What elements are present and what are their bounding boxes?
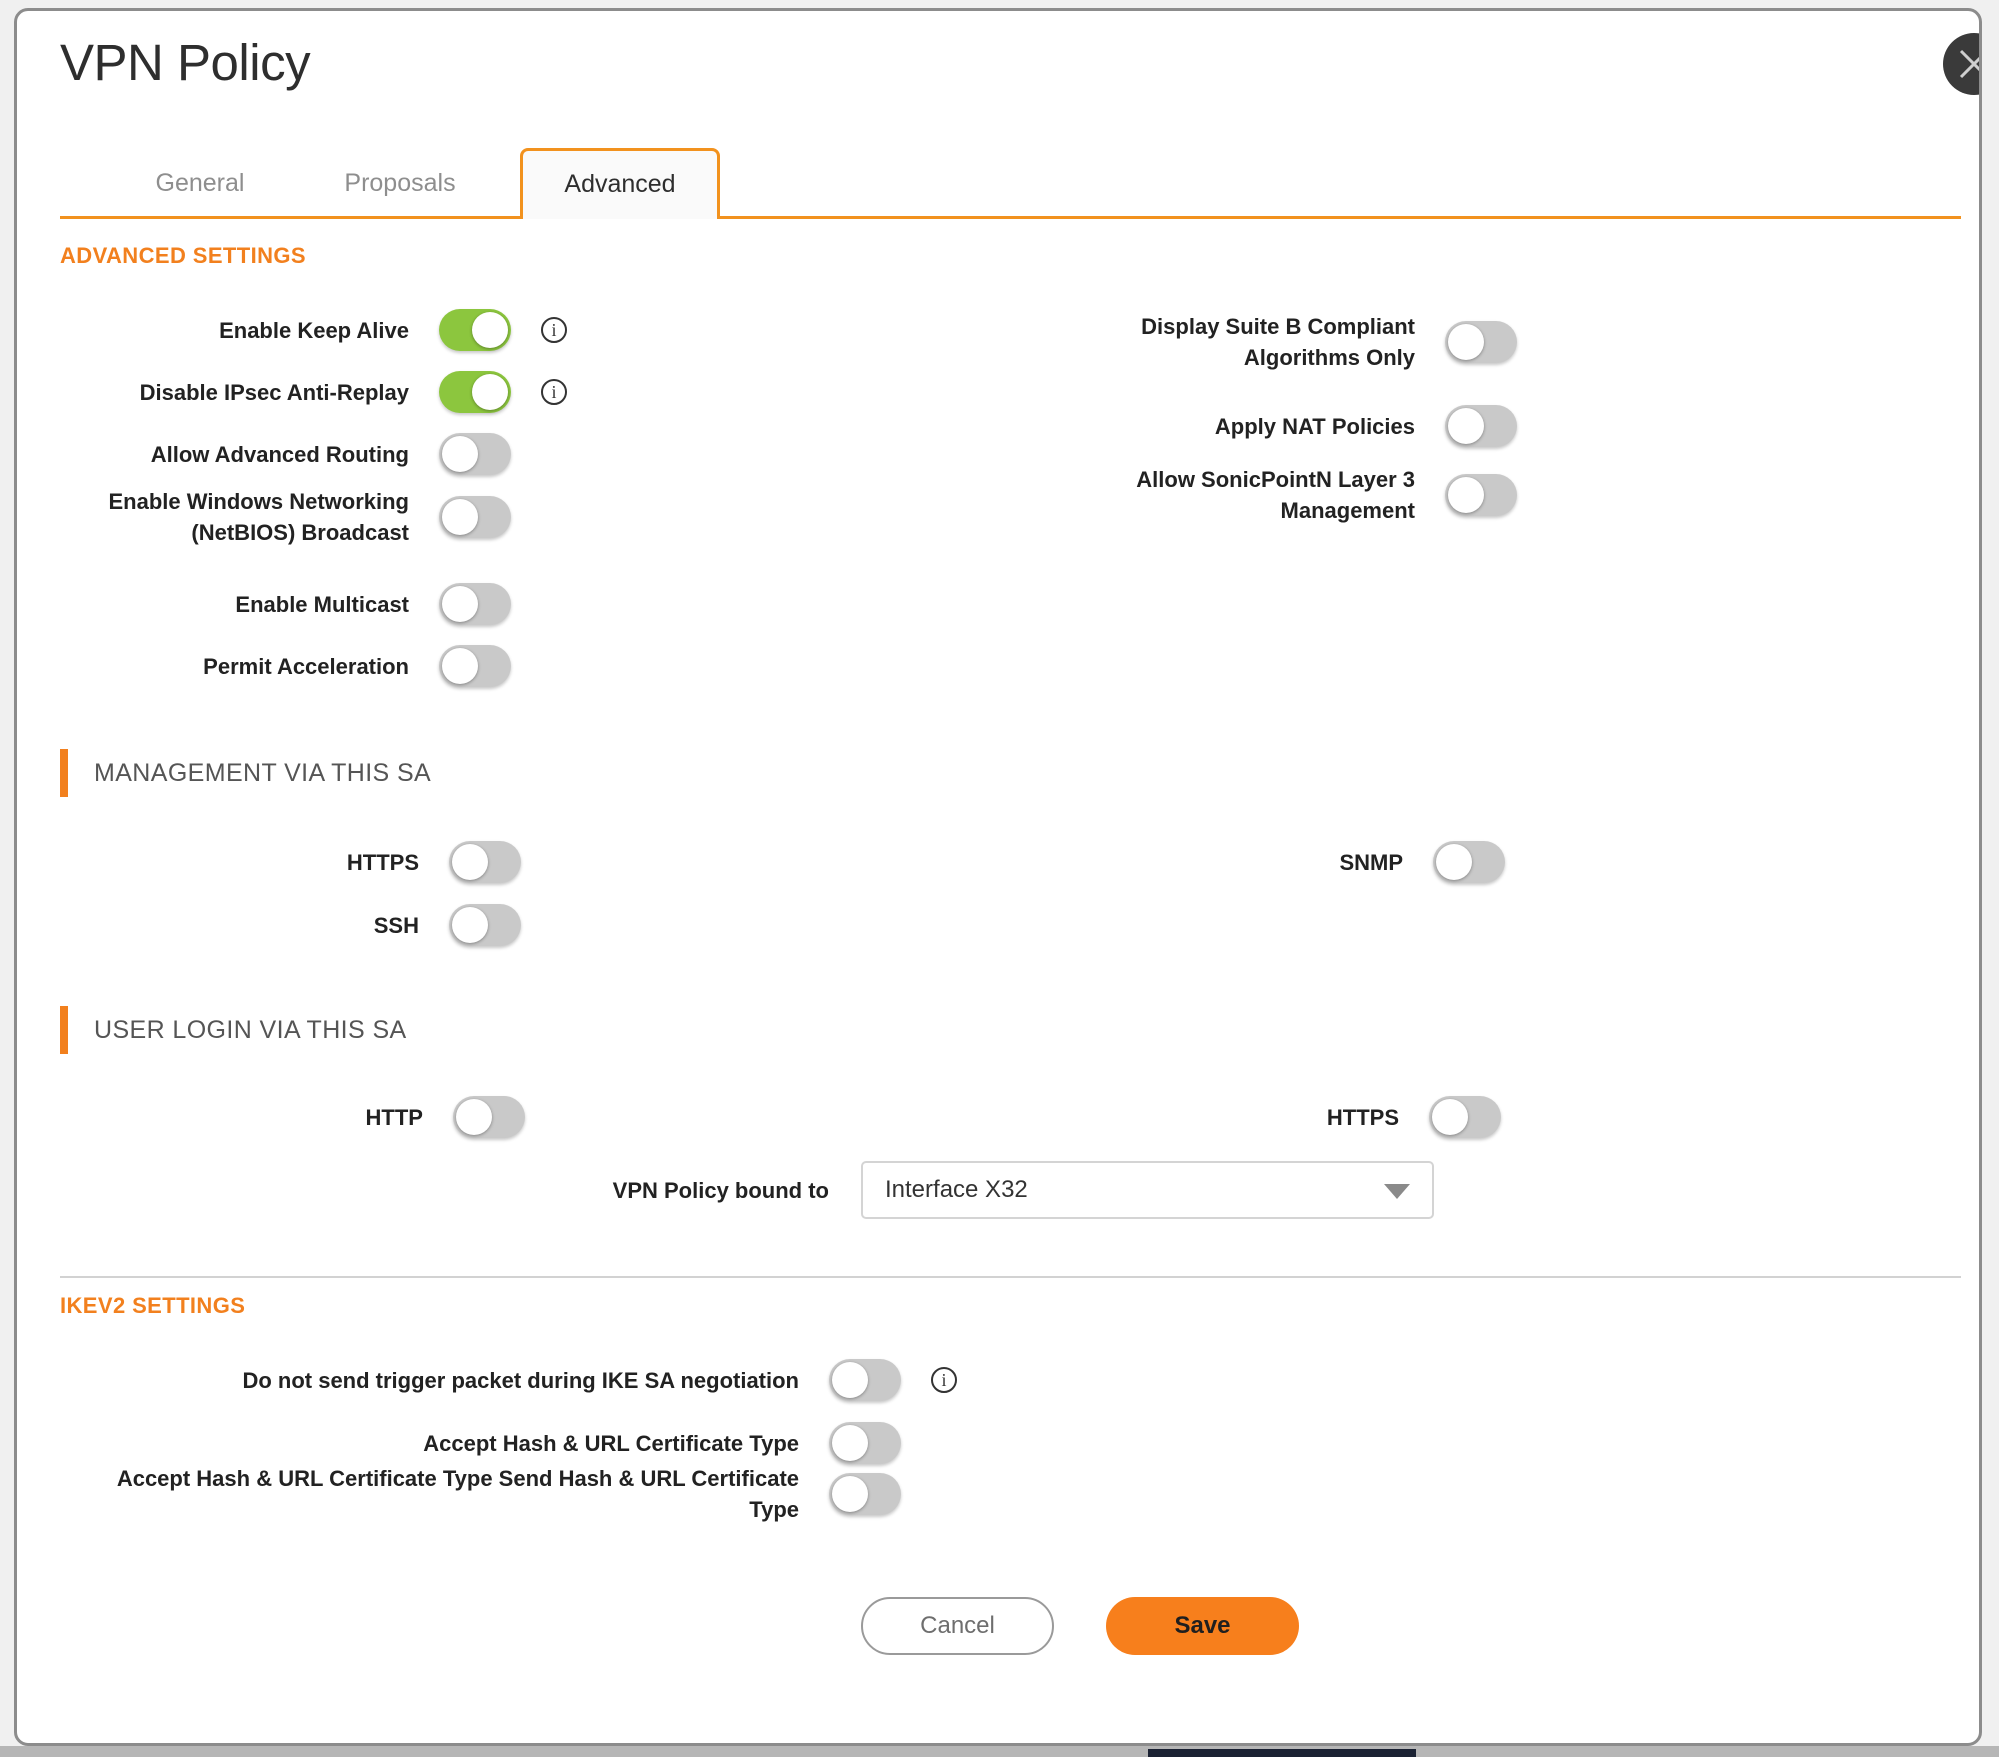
row-accept-send-hash-url-cert: Accept Hash & URL Certificate Type Send … [77,1463,957,1525]
label-display-suite-b: Display Suite B Compliant Algorithms Onl… [1141,314,1415,370]
toggle-apply-nat-policies[interactable] [1445,405,1517,447]
label-management-https: HTTPS [346,849,419,875]
label-userlogin-https: HTTPS [1326,1104,1399,1130]
label-enable-multicast: Enable Multicast [235,591,409,617]
vpn-policy-bound-to-value: Interface X32 [885,1176,1028,1203]
page-title: VPN Policy [60,34,311,91]
row-userlogin-http: HTTP [77,1096,567,1138]
row-allow-sonicpointn-l3: Allow SonicPointN Layer 3 Management [1077,464,1567,526]
toggle-allow-sonicpointn-l3[interactable] [1445,474,1517,516]
tab-advanced[interactable]: Advanced [520,148,720,219]
toggle-no-trigger-packet[interactable] [829,1359,901,1401]
background-taskbar-strip [0,1746,1999,1757]
row-vpn-policy-bound-to: VPN Policy bound to Interface X32 [77,1161,1437,1219]
label-no-trigger-packet: Do not send trigger packet during IKE SA… [242,1367,799,1393]
toggle-disable-ipsec-anti-replay[interactable] [439,371,511,413]
row-no-trigger-packet: Do not send trigger packet during IKE SA… [77,1359,957,1401]
toggle-display-suite-b[interactable] [1445,321,1517,363]
toggle-userlogin-https[interactable] [1429,1096,1501,1138]
row-enable-keep-alive: Enable Keep Alive [77,309,567,351]
tab-general[interactable]: General [155,169,245,197]
label-management-ssh: SSH [373,912,419,938]
row-enable-multicast: Enable Multicast [77,583,567,625]
info-icon-no-trigger-packet[interactable] [931,1367,957,1393]
row-enable-netbios-broadcast: Enable Windows Networking (NetBIOS) Broa… [77,486,567,548]
toggle-enable-multicast[interactable] [439,583,511,625]
label-management-snmp: SNMP [1339,849,1403,875]
toggle-permit-acceleration[interactable] [439,645,511,687]
row-disable-ipsec-anti-replay: Disable IPsec Anti-Replay [77,371,567,413]
toggle-enable-keep-alive[interactable] [439,309,511,351]
chevron-down-icon [1384,1184,1410,1199]
management-sa-heading: MANAGEMENT VIA THIS SA [60,749,431,797]
label-userlogin-http: HTTP [365,1104,423,1130]
toggle-allow-advanced-routing[interactable] [439,433,511,475]
row-allow-advanced-routing: Allow Advanced Routing [77,433,567,475]
user-login-sa-heading: USER LOGIN VIA THIS SA [60,1006,407,1054]
label-apply-nat-policies: Apply NAT Policies [1214,413,1415,439]
tab-underline [60,216,1961,219]
row-apply-nat-policies: Apply NAT Policies [1077,405,1567,447]
toggle-management-ssh[interactable] [449,904,521,946]
tab-proposals[interactable]: Proposals [344,169,456,197]
label-allow-sonicpointn-l3: Allow SonicPointN Layer 3 Management [1136,467,1415,523]
dialog-actions: Cancel Save [861,1597,1299,1655]
label-disable-ipsec-anti-replay: Disable IPsec Anti-Replay [139,379,409,405]
label-accept-send-hash-url-cert: Accept Hash & URL Certificate Type Send … [116,1466,799,1522]
row-accept-hash-url-cert: Accept Hash & URL Certificate Type [77,1422,957,1464]
label-permit-acceleration: Permit Acceleration [203,653,409,679]
section-divider [60,1276,1961,1278]
ikev2-settings-heading: IKEV2 SETTINGS [60,1293,246,1318]
vpn-policy-dialog: VPN Policy General Proposals Advanced AD… [14,8,1982,1746]
row-permit-acceleration: Permit Acceleration [77,645,567,687]
taskbar-active-window [1148,1749,1416,1757]
toggle-accept-send-hash-url-cert[interactable] [829,1473,901,1515]
toggle-management-snmp[interactable] [1433,841,1505,883]
toggle-accept-hash-url-cert[interactable] [829,1422,901,1464]
label-vpn-policy-bound-to: VPN Policy bound to [612,1177,829,1203]
info-icon-enable-keep-alive[interactable] [541,317,567,343]
label-accept-hash-url-cert: Accept Hash & URL Certificate Type [423,1430,799,1456]
info-icon-disable-ipsec-anti-replay[interactable] [541,379,567,405]
row-userlogin-https: HTTPS [1077,1096,1567,1138]
label-enable-keep-alive: Enable Keep Alive [219,317,409,343]
save-button[interactable]: Save [1106,1597,1299,1655]
advanced-settings-heading: ADVANCED SETTINGS [60,243,306,268]
tab-bar: General Proposals Advanced [60,148,1961,219]
toggle-enable-netbios-broadcast[interactable] [439,496,511,538]
row-management-snmp: SNMP [1077,841,1567,883]
cancel-button[interactable]: Cancel [861,1597,1054,1655]
toggle-management-https[interactable] [449,841,521,883]
row-display-suite-b: Display Suite B Compliant Algorithms Onl… [1077,311,1567,373]
close-icon[interactable] [1943,33,1979,95]
row-management-https: HTTPS [77,841,567,883]
row-management-ssh: SSH [77,904,567,946]
toggle-userlogin-http[interactable] [453,1096,525,1138]
label-allow-advanced-routing: Allow Advanced Routing [150,441,409,467]
label-enable-netbios-broadcast: Enable Windows Networking (NetBIOS) Broa… [108,489,410,545]
vpn-policy-bound-to-select[interactable]: Interface X32 [861,1161,1434,1219]
